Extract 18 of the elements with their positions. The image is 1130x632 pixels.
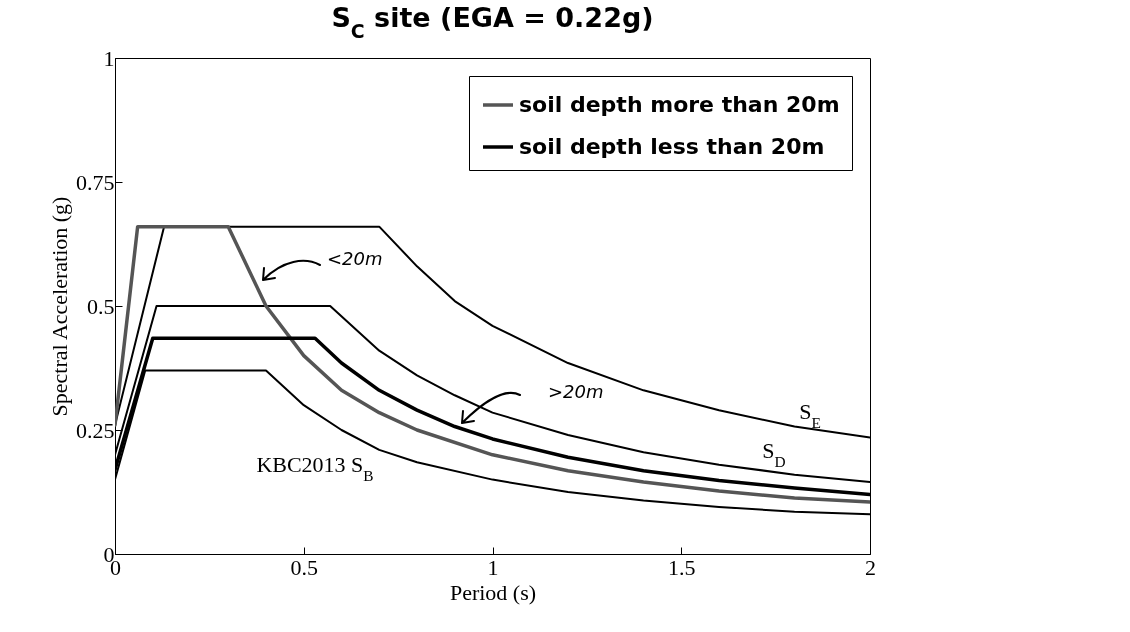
legend-label: soil depth less than 20m	[519, 134, 825, 159]
y-tick-label: 0.75	[76, 169, 115, 195]
annotation: S$_{E}$	[799, 399, 821, 431]
annotation: <20m	[327, 248, 383, 269]
chart-title: S$_{C}$ site (EGA = 0.22g)	[331, 2, 654, 42]
annotation: S$_{D}$	[762, 438, 786, 470]
y-axis-title: Spectral Acceleration (g)	[47, 196, 72, 417]
x-tick-label: 2	[865, 554, 876, 580]
x-axis-title: Period (s)	[449, 579, 537, 605]
x-tick-label: 1.5	[668, 554, 696, 580]
annotation: KBC2013 S$_{B}$	[256, 452, 374, 484]
y-tick-label: 1	[103, 45, 115, 71]
legend-label: soil depth more than 20m	[519, 92, 840, 117]
annotation: >20m	[548, 381, 604, 402]
x-tick-label: 0.5	[290, 554, 318, 580]
y-tick-label: 0.5	[87, 293, 115, 319]
y-tick-label: 0.25	[76, 417, 115, 443]
x-tick-label: 1	[487, 554, 499, 580]
